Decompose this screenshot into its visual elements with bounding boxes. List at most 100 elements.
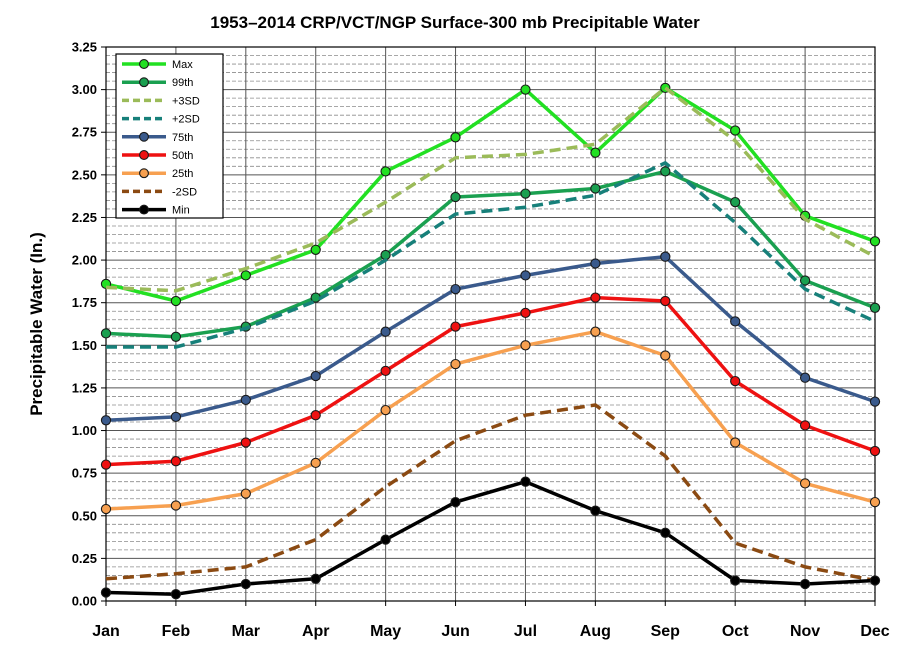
series-line bbox=[105, 86, 876, 303]
data-point bbox=[450, 321, 461, 332]
y-tick-label: 1.25 bbox=[72, 380, 97, 395]
legend-label: Min bbox=[172, 205, 190, 217]
x-tick-label: May bbox=[370, 623, 401, 640]
data-point bbox=[660, 350, 671, 361]
data-point bbox=[240, 270, 251, 281]
data-point bbox=[590, 258, 601, 269]
series-line bbox=[106, 161, 876, 349]
data-point bbox=[730, 575, 741, 586]
legend-marker bbox=[139, 168, 149, 179]
legend-marker bbox=[139, 131, 149, 142]
data-point bbox=[520, 270, 531, 281]
series-line bbox=[105, 403, 876, 583]
legend-item: Min bbox=[122, 205, 190, 217]
data-point bbox=[730, 437, 741, 448]
data-point bbox=[100, 459, 112, 470]
data-point bbox=[170, 500, 182, 511]
data-point bbox=[869, 302, 881, 313]
data-point bbox=[660, 166, 671, 177]
data-point bbox=[520, 188, 531, 199]
chart-title: 1953–2014 CRP/VCT/NGP Surface-300 mb Pre… bbox=[210, 13, 700, 32]
data-point bbox=[590, 326, 601, 337]
data-point bbox=[730, 316, 741, 327]
x-tick-label: Sep bbox=[651, 623, 681, 640]
legend: Max 99th +3SD +2SD 75th 50th 25th -2SD Min bbox=[115, 53, 224, 219]
data-point bbox=[100, 415, 112, 426]
legend-item: 50th bbox=[122, 150, 193, 162]
data-point bbox=[380, 365, 391, 377]
series-max bbox=[100, 82, 881, 307]
data-point bbox=[799, 420, 811, 431]
data-point bbox=[240, 437, 251, 448]
data-point bbox=[310, 573, 321, 584]
x-tick-label: Jun bbox=[441, 623, 469, 640]
x-tick-label: Feb bbox=[162, 623, 191, 640]
data-point bbox=[660, 295, 671, 307]
grid bbox=[105, 46, 876, 602]
plot-area bbox=[106, 47, 875, 601]
data-point bbox=[170, 331, 182, 342]
data-point bbox=[869, 236, 881, 247]
series-line bbox=[105, 86, 876, 293]
data-point bbox=[450, 496, 461, 508]
data-point bbox=[450, 358, 461, 370]
data-point bbox=[799, 478, 811, 489]
legend-label: 50th bbox=[172, 150, 193, 162]
data-point bbox=[730, 125, 741, 136]
data-point bbox=[799, 578, 811, 590]
series-75th bbox=[100, 251, 881, 426]
data-point bbox=[240, 394, 251, 406]
series-99th bbox=[100, 166, 881, 342]
x-tick-label: Oct bbox=[722, 623, 749, 640]
data-point bbox=[869, 396, 881, 407]
series-25th bbox=[100, 326, 881, 515]
data-point bbox=[170, 295, 182, 307]
data-point bbox=[310, 457, 321, 469]
legend-label: Max bbox=[172, 59, 193, 71]
legend-item: 99th bbox=[122, 77, 193, 89]
legend-label: 99th bbox=[172, 77, 193, 89]
series-layer bbox=[100, 82, 881, 600]
data-point bbox=[869, 575, 881, 586]
series-line bbox=[105, 254, 876, 423]
data-point bbox=[310, 244, 321, 255]
data-point bbox=[380, 534, 391, 545]
data-point bbox=[730, 196, 741, 208]
x-tick-label: Dec bbox=[860, 623, 889, 640]
y-tick-label: 3.00 bbox=[72, 82, 97, 97]
axes: 0.00 0.25 0.50 0.75 1.00 1.25 1.50 1.75 2.00 2.25… bbox=[72, 40, 890, 641]
legend-item: 75th bbox=[122, 132, 193, 144]
y-tick-label: 2.50 bbox=[72, 167, 97, 182]
data-point bbox=[450, 191, 461, 203]
data-point bbox=[520, 307, 531, 319]
y-tick-label: 1.75 bbox=[72, 295, 97, 310]
x-tick-label: Aug bbox=[580, 623, 611, 640]
legend-item: -2SD bbox=[122, 186, 197, 198]
data-point bbox=[799, 372, 811, 383]
y-axis-label: Precipitable Water (In.) bbox=[27, 232, 46, 416]
data-point bbox=[170, 456, 182, 467]
series-3sd bbox=[105, 86, 876, 293]
legend-marker bbox=[139, 77, 149, 88]
y-tick-label: 1.50 bbox=[72, 338, 97, 353]
data-point bbox=[380, 166, 391, 177]
legend-marker bbox=[139, 204, 149, 215]
series-50th bbox=[100, 292, 881, 470]
y-tick-label: 2.00 bbox=[72, 253, 97, 268]
legend-label: 75th bbox=[172, 132, 193, 144]
y-tick-label: 0.25 bbox=[72, 551, 97, 566]
data-point bbox=[450, 283, 461, 295]
series-2sd bbox=[106, 161, 876, 349]
series-min bbox=[100, 476, 881, 600]
y-tick-label: 3.25 bbox=[72, 40, 97, 55]
data-point bbox=[799, 275, 811, 286]
legend-item: 25th bbox=[122, 168, 193, 180]
data-point bbox=[100, 587, 112, 598]
data-point bbox=[730, 375, 741, 387]
x-tick-label: Jul bbox=[514, 623, 537, 640]
plot-border bbox=[105, 46, 876, 602]
legend-label: +3SD bbox=[172, 95, 200, 107]
data-point bbox=[590, 147, 601, 158]
y-tick-label: 0.75 bbox=[72, 466, 97, 481]
